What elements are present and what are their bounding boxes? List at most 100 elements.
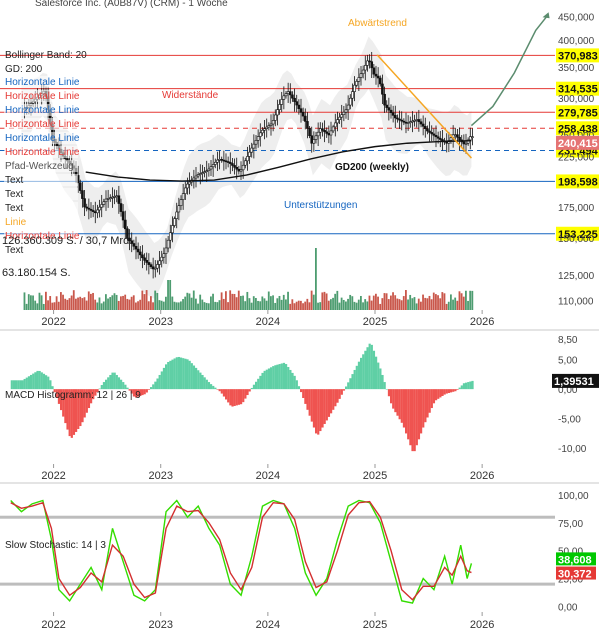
macd-tick-label: 0,00 [558, 385, 578, 396]
level-badge [556, 105, 599, 120]
macd-bar [15, 380, 18, 390]
candle-body [282, 95, 286, 100]
candle-body [359, 73, 363, 78]
volume-bar [445, 303, 448, 310]
macd-bar [102, 382, 106, 390]
macd-bar [207, 382, 211, 390]
candle-body [237, 168, 241, 172]
volume-bar [396, 298, 399, 310]
macd-bar [357, 361, 361, 390]
volume-bar [190, 297, 193, 310]
annotation-label: GD200 (weekly) [335, 162, 409, 173]
macd-tick-label: 8,50 [558, 335, 578, 346]
candle-body [331, 126, 335, 132]
macd-bar [300, 389, 303, 393]
volume-bar [113, 293, 116, 310]
volume-bar [225, 291, 227, 310]
volume-bar [205, 302, 208, 310]
macd-bar [184, 358, 187, 390]
candle-body [464, 142, 468, 145]
stochastic-last-label: 30,372 [558, 569, 592, 581]
stochastic-tick-label: 50,00 [558, 547, 583, 558]
candle-body [194, 175, 198, 179]
price-tick-label: 150,000 [558, 234, 595, 245]
tool-label-bg [4, 216, 78, 228]
volume-bar [342, 299, 345, 310]
volume-bar [327, 300, 330, 310]
macd-bar [347, 382, 350, 390]
macd-bar [312, 389, 316, 428]
volume-bar [291, 299, 294, 310]
macd-bar [45, 375, 48, 390]
volume-bar [184, 296, 187, 310]
level-badge [556, 81, 599, 96]
macd-bar [327, 389, 331, 417]
candle-body [323, 129, 326, 133]
candle-body [261, 129, 264, 134]
macd-bar [126, 387, 129, 390]
macd-bar [229, 389, 232, 406]
macd-bar [12, 380, 16, 390]
macd-bar [285, 364, 288, 390]
macd-bar [190, 363, 193, 390]
volume-bar [102, 301, 105, 310]
volume-bar [310, 290, 313, 310]
macd-bar [165, 364, 168, 390]
macd-bar [250, 387, 253, 390]
volume-bar [321, 292, 324, 310]
macd-bar [169, 360, 172, 390]
macd-bar [79, 389, 82, 427]
macd-bar [66, 389, 69, 430]
macd-bar [450, 389, 453, 393]
overlay-labels: Salesforce Inc. (A0B87V) (CRM) - 1 Woche… [5, 0, 228, 551]
volume-bar [398, 299, 401, 310]
candle-body [389, 109, 393, 114]
macd-bar [122, 382, 125, 390]
macd-bar [220, 389, 223, 394]
forecast-arrow [542, 12, 550, 19]
macd-bar [117, 377, 121, 390]
candle-body [123, 219, 127, 230]
price-tick-label: 110,000 [558, 297, 594, 308]
level-label: 258,438 [558, 123, 598, 135]
candle-body [228, 161, 232, 164]
macd-bar [424, 389, 427, 423]
macd-bar [188, 360, 191, 390]
volume-bar [250, 302, 253, 310]
macd-bar [360, 357, 363, 390]
level-label: 370,983 [558, 50, 598, 62]
volume-bar [297, 300, 300, 310]
macd-bar [111, 372, 114, 390]
macd-bar [128, 389, 131, 391]
volume-bar [325, 293, 328, 310]
stochastic-band [0, 515, 555, 519]
volume-bar [462, 296, 465, 310]
volume-bar [77, 297, 79, 310]
candle-body [340, 114, 344, 118]
volume-bar [379, 303, 382, 310]
candle-body [374, 73, 378, 77]
macd-bar [291, 372, 294, 390]
year-label-2023: 2023 [148, 619, 172, 628]
candle-body [235, 167, 239, 170]
candle-body [288, 91, 292, 96]
candle-body [143, 257, 146, 261]
volume-bar [107, 298, 109, 310]
candle-body [141, 254, 144, 259]
volume-bar [293, 303, 296, 310]
volume-bar [177, 302, 180, 310]
macd-bar [201, 374, 204, 390]
volume-bar [87, 291, 90, 310]
volume-bar [40, 295, 43, 310]
volume-bar [81, 298, 84, 310]
stochastic-tick-label: 0,00 [558, 602, 578, 613]
volume-bar [25, 303, 28, 310]
candle-body [316, 131, 320, 137]
candle-body [306, 121, 309, 129]
macd-bar [199, 372, 202, 390]
macd-bar [439, 389, 442, 398]
candle-body [166, 239, 170, 249]
macd-bar [304, 389, 307, 404]
candle-body [383, 93, 386, 106]
volume-bar [435, 294, 437, 310]
